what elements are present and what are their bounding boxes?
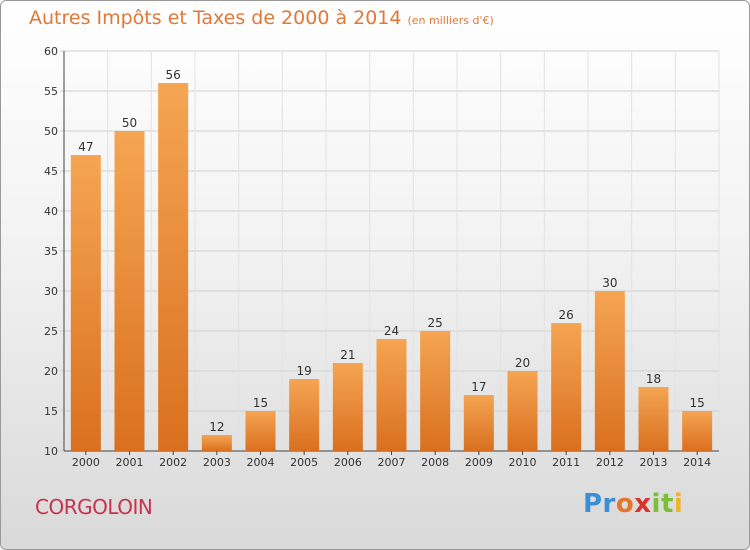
y-tick-label: 15 xyxy=(44,405,58,418)
x-tick-label: 2007 xyxy=(378,456,406,469)
bar-value-label: 47 xyxy=(78,140,93,154)
x-tick-label: 2009 xyxy=(465,456,493,469)
chart-subtitle: (en milliers d'€) xyxy=(407,14,494,27)
bar-value-label: 26 xyxy=(559,308,574,322)
logo-part: o xyxy=(615,489,635,519)
bar-value-label: 17 xyxy=(471,380,486,394)
bar-value-label: 15 xyxy=(253,396,268,410)
y-tick-label: 30 xyxy=(44,285,58,298)
logo-part: x xyxy=(634,489,652,519)
y-tick-label: 55 xyxy=(44,85,58,98)
bar xyxy=(463,395,494,451)
bar xyxy=(70,155,101,451)
bar xyxy=(332,363,363,451)
x-tick-label: 2005 xyxy=(290,456,318,469)
x-tick-label: 2006 xyxy=(334,456,362,469)
bar-value-label: 50 xyxy=(122,116,137,130)
x-tick-label: 2014 xyxy=(683,456,711,469)
x-tick-label: 2011 xyxy=(552,456,580,469)
logo-part: i xyxy=(673,489,684,519)
bar xyxy=(289,379,320,451)
y-tick-label: 50 xyxy=(44,125,58,138)
y-tick-label: 45 xyxy=(44,165,58,178)
chart-title-text: Autres Impôts et Taxes de 2000 à 2014 xyxy=(29,7,402,29)
y-tick-label: 35 xyxy=(44,245,58,258)
bar xyxy=(638,387,669,451)
bar xyxy=(682,411,713,451)
bar-value-label: 15 xyxy=(690,396,705,410)
x-tick-label: 2000 xyxy=(72,456,100,469)
bar xyxy=(158,83,189,451)
bar-value-label: 21 xyxy=(340,348,355,362)
x-tick-label: 2012 xyxy=(596,456,624,469)
bar xyxy=(245,411,276,451)
bar xyxy=(420,331,451,451)
bar-value-label: 18 xyxy=(646,372,661,386)
x-tick-label: 2003 xyxy=(203,456,231,469)
bar-value-label: 30 xyxy=(602,276,617,290)
y-tick-label: 25 xyxy=(44,325,58,338)
bar-value-label: 12 xyxy=(209,420,224,434)
logo-part: Pr xyxy=(583,489,616,519)
proxiti-logo[interactable]: Proxiti xyxy=(583,489,683,519)
labels: 10 15 20 25 30 35 40 45 50 55 60 47 2000 50 2001 56 2002… xyxy=(44,45,711,469)
x-tick-label: 2001 xyxy=(116,456,144,469)
bar-value-label: 24 xyxy=(384,324,399,338)
bar xyxy=(376,339,407,451)
y-tick-label: 40 xyxy=(44,205,58,218)
x-tick-label: 2004 xyxy=(247,456,275,469)
bar xyxy=(114,131,145,451)
x-tick-label: 2010 xyxy=(509,456,537,469)
x-tick-label: 2013 xyxy=(640,456,668,469)
location-name: CORGOLOIN xyxy=(35,495,153,519)
x-tick-label: 2002 xyxy=(159,456,187,469)
bar-value-label: 19 xyxy=(297,364,312,378)
x-tick-label: 2008 xyxy=(421,456,449,469)
logo-part: it xyxy=(651,489,674,519)
y-tick-label: 10 xyxy=(44,445,58,458)
bar-value-label: 25 xyxy=(428,316,443,330)
bar-value-label: 56 xyxy=(166,68,181,82)
bar xyxy=(507,371,538,451)
chart-title: Autres Impôts et Taxes de 2000 à 2014 (en… xyxy=(29,7,494,29)
bar-value-label: 20 xyxy=(515,356,530,370)
y-tick-label: 20 xyxy=(44,365,58,378)
bar xyxy=(201,435,232,451)
y-tick-label: 60 xyxy=(44,45,58,58)
bars xyxy=(70,83,713,451)
bar xyxy=(594,291,625,451)
bar xyxy=(551,323,582,451)
